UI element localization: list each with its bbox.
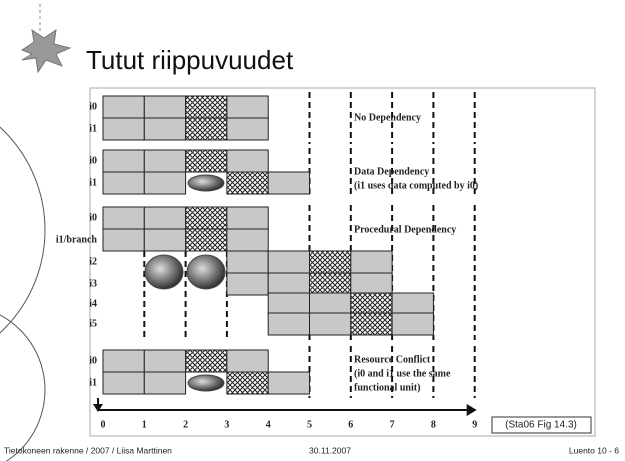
pipeline-cell: [310, 293, 351, 315]
decor-arc: [0, 305, 45, 461]
annotation: Procedural Dependency: [354, 224, 456, 235]
row-label: i5: [89, 318, 97, 329]
annotation: Data Dependency: [354, 166, 429, 177]
time-label: 6: [348, 419, 353, 430]
pipeline-cell: [144, 372, 185, 394]
stall-bubble: [188, 375, 224, 391]
pipeline-cell: [144, 207, 185, 229]
pipeline-cell: [103, 350, 144, 372]
logo: [22, 30, 70, 72]
execute-cell: [310, 251, 351, 273]
execute-cell: [186, 229, 227, 251]
decor-arc: [0, 90, 45, 370]
pipeline-cell: [268, 293, 309, 315]
pipeline-cell: [103, 118, 144, 140]
title: Tutut riippuvuudet: [86, 45, 294, 75]
time-label: 4: [266, 419, 271, 430]
time-label: 3: [224, 419, 229, 430]
footer-right: Luento 10 - 6: [569, 445, 619, 455]
pipeline-cell: [144, 118, 185, 140]
pipeline-cell: [103, 172, 144, 194]
execute-cell: [186, 96, 227, 118]
pipeline-cell: [144, 96, 185, 118]
time-label: 0: [101, 419, 106, 430]
time-label: 2: [183, 419, 188, 430]
row-label: i0: [89, 155, 97, 166]
pipeline-cell: [392, 293, 433, 315]
pipeline-cell: [227, 150, 268, 172]
row-label: i1: [89, 377, 97, 388]
pipeline-cell: [227, 96, 268, 118]
pipeline-cell: [268, 313, 309, 335]
row-label: i1/branch: [56, 234, 98, 245]
pipeline-cell: [103, 207, 144, 229]
annotation: functional unit): [354, 382, 420, 393]
pipeline-cell: [351, 273, 392, 295]
pipeline-cell: [227, 273, 268, 295]
pipeline-cell: [227, 350, 268, 372]
execute-cell: [351, 293, 392, 315]
pipeline-cell: [227, 207, 268, 229]
pipeline-cell: [227, 118, 268, 140]
pipeline-cell: [103, 96, 144, 118]
pipeline-cell: [227, 229, 268, 251]
execute-cell: [310, 273, 351, 295]
annotation: (i0 and i1 use the same: [354, 368, 451, 379]
row-label: i1: [89, 123, 97, 134]
pipeline-cell: [268, 372, 309, 394]
pipeline-cell: [103, 150, 144, 172]
row-label: i4: [89, 298, 97, 309]
pipeline-cell: [144, 150, 185, 172]
stall-bubble: [187, 255, 225, 289]
row-label: i0: [89, 355, 97, 366]
execute-cell: [351, 313, 392, 335]
pipeline-cell: [144, 350, 185, 372]
execute-cell: [227, 172, 268, 194]
time-label: 5: [307, 419, 312, 430]
time-label: 1: [142, 419, 147, 430]
execute-cell: [186, 207, 227, 229]
pipeline-cell: [268, 251, 309, 273]
annotation: (i1 uses data computed by i0): [354, 180, 478, 191]
execute-cell: [227, 372, 268, 394]
execute-cell: [186, 118, 227, 140]
pipeline-cell: [144, 229, 185, 251]
stall-bubble: [145, 255, 183, 289]
row-label: i1: [89, 177, 97, 188]
pipeline-cell: [392, 313, 433, 335]
source: (Sta06 Fig 14.3): [505, 420, 577, 431]
annotation: Resource Conflict: [354, 354, 431, 365]
footer-center: 30.11.2007: [309, 445, 351, 455]
pipeline-cell: [144, 172, 185, 194]
row-label: i2: [89, 256, 97, 267]
pipeline-cell: [103, 372, 144, 394]
time-label: 7: [390, 419, 395, 430]
execute-cell: [186, 350, 227, 372]
pipeline-cell: [227, 251, 268, 273]
stall-bubble: [188, 175, 224, 191]
slide: Tutut riippuvuudet (Sta06 Fig 14.3) Tiet…: [0, 0, 625, 461]
pipeline-cell: [103, 229, 144, 251]
row-label: i3: [89, 278, 97, 289]
row-label: i0: [89, 101, 97, 112]
pipeline-cell: [351, 251, 392, 273]
time-label: 8: [431, 419, 436, 430]
annotation: No Dependency: [354, 112, 421, 123]
time-label: 9: [472, 419, 477, 430]
pipeline-cell: [268, 273, 309, 295]
footer-left: Tietokoneen rakenne / 2007 / Liisa Martt…: [4, 445, 172, 455]
execute-cell: [186, 150, 227, 172]
pipeline-cell: [310, 313, 351, 335]
pipeline-cell: [268, 172, 309, 194]
row-label: i0: [89, 212, 97, 223]
